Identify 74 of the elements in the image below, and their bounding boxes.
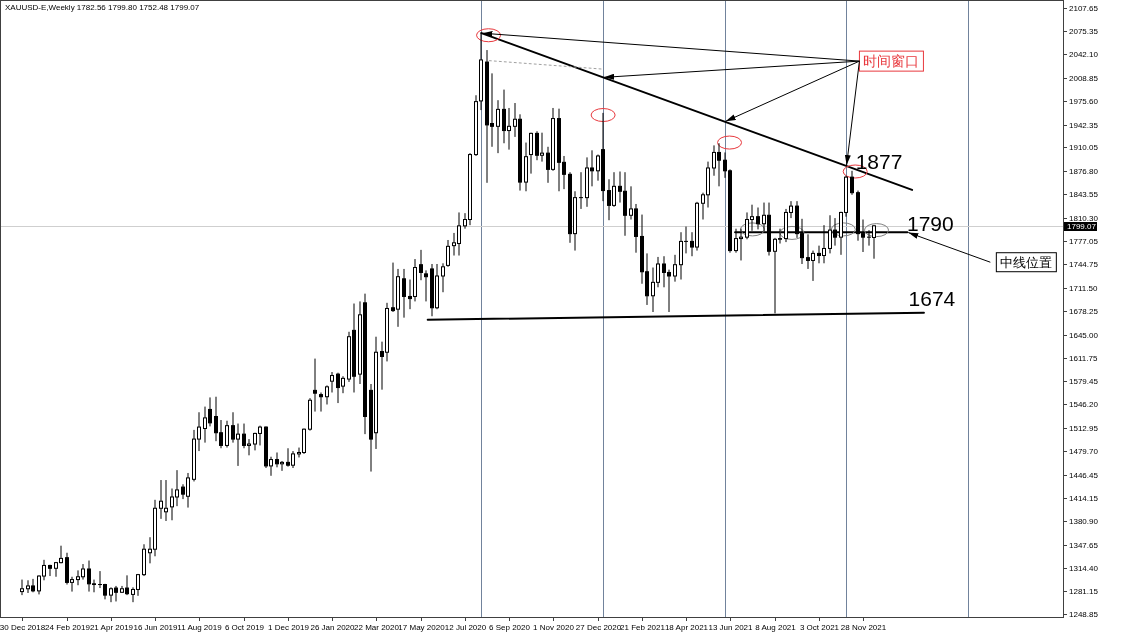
y-tick-label: 1942.35 [1069,121,1098,130]
candlestick [446,239,450,268]
candlestick [673,254,677,283]
candlestick [756,207,760,230]
y-tick-label: 1678.25 [1069,307,1098,316]
annotation: 中线位置 [995,252,1057,273]
title: XAUUSD-E,Weekly 1782.56 1799.80 1752.48 1799.07 [5,2,200,12]
candlestick [419,249,423,281]
candlestick [850,170,854,196]
candlestick [48,564,52,577]
y-tick-label: 1414.15 [1069,494,1098,503]
y-tick-label: 1876.80 [1069,167,1098,176]
y-tick-label: 1975.60 [1069,97,1098,106]
x-tick-label: 6 Sep 2020 [489,622,530,632]
x-tick-label: 21 Feb 2021 [620,622,665,632]
candlestick [402,268,406,319]
y-tick-label: 1810.30 [1069,214,1098,223]
x-tick-label: 27 Dec 2020 [575,622,622,632]
candlestick [496,99,500,154]
candlestick [441,262,445,293]
y-tick-label: 1314.40 [1069,564,1098,573]
x-tick-label: 16 Jun 2019 [133,622,178,632]
y-tick-label: 1347.65 [1069,541,1098,550]
x-tick-label: 8 Aug 2021 [755,622,796,632]
candlestick [424,269,428,302]
annotation: 1790 [907,211,954,235]
y-tick-label: 2042.10 [1069,50,1098,59]
annotation: 1674 [908,287,956,311]
x-tick-label: 28 Nov 2021 [840,622,887,632]
y-tick-label: 1380.90 [1069,517,1098,526]
x-tick-label: 1 Dec 2019 [268,622,309,632]
annotation: 中线位置 [1000,254,1053,270]
x-tick-label: 6 Oct 2019 [224,622,265,632]
y-tick-label: 1281.15 [1069,587,1098,596]
candlestick [579,171,583,210]
x-tick-label: 12 Jul 2020 [444,622,487,632]
candlestick [313,358,317,413]
y-tick-label: 1645.00 [1069,331,1098,340]
y-tick-label: 1248.85 [1069,610,1098,619]
x-tick-label: 24 Feb 2019 [45,622,90,632]
y-tick-label: 1479.70 [1069,447,1098,456]
annotation: 时间窗口 [863,53,920,70]
y-tick-label: 1446.45 [1069,471,1098,480]
price-label: 1799.07 [1064,222,1097,231]
x-tick-label: 30 Dec 2018 [0,622,46,632]
y-tick-label: 1512.95 [1069,424,1098,433]
y-tick-label: 1843.55 [1069,190,1098,199]
y-tick-label: 1744.75 [1069,260,1098,269]
y-tick-label: 2075.35 [1069,27,1098,36]
x-tick-label: 21 Apr 2019 [89,622,134,632]
y-tick-label: 2107.65 [1069,4,1098,13]
y-tick-label: 1711.50 [1069,284,1098,293]
y-tick-label: 1546.20 [1069,400,1098,409]
x-tick-label: 26 Jan 2020 [310,622,355,632]
y-tick-label: 1579.45 [1069,377,1098,386]
y-tick-label: 1611.75 [1069,354,1098,363]
candlestick [20,579,24,596]
candlestick [330,371,334,393]
x-tick-label: 3 Oct 2021 [799,622,840,632]
candlestick [225,420,229,449]
x-tick-label: 22 Mar 2020 [354,622,399,632]
x-tick-label: 1 Nov 2020 [533,622,574,632]
x-tick-label: 18 Apr 2021 [664,622,709,632]
x-tick-label: 11 Aug 2019 [177,622,222,632]
annotation: 1877 [855,150,903,174]
x-tick-label: 13 Jun 2021 [708,622,753,632]
x-tick-label: 17 May 2020 [398,622,445,632]
candlestick [319,391,323,413]
y-tick-label: 1777.05 [1069,237,1098,246]
y-tick-label: 1910.05 [1069,143,1098,152]
annotation: 时间窗口 [858,50,924,72]
candlestick [325,384,329,405]
candlestick [529,132,533,175]
y-tick-label: 2008.85 [1069,74,1098,83]
